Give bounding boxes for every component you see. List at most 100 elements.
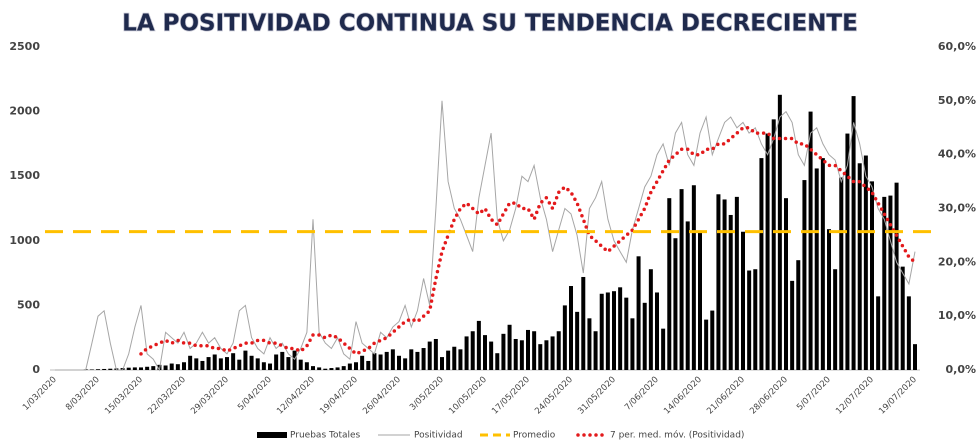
x-tick-label: 21/06/2020 (705, 375, 747, 417)
bar (759, 158, 764, 370)
bar (96, 369, 100, 370)
bar (587, 318, 592, 370)
x-tick-label: 12/04/2020 (275, 375, 317, 417)
bar (495, 353, 500, 370)
bar (599, 293, 604, 370)
bar (722, 199, 727, 370)
legend-label: 7 per. med. móv. (Positividad) (610, 430, 744, 441)
bar (741, 231, 745, 370)
bar (329, 368, 334, 370)
bar (360, 355, 365, 370)
bar (618, 287, 623, 370)
x-tick-label: 12/07/2020 (834, 375, 876, 417)
bar (237, 359, 242, 370)
y2-tick-label: 0,0% (945, 363, 976, 376)
bar (89, 369, 94, 370)
bar (667, 198, 672, 370)
bar (483, 335, 487, 370)
bar (440, 357, 444, 370)
bar (747, 270, 752, 370)
bar (200, 360, 205, 370)
y-tick-label: 1000 (9, 234, 40, 247)
bar (384, 351, 389, 370)
x-tick-label: 31/05/2020 (576, 375, 618, 417)
bar (304, 362, 309, 370)
bar (857, 163, 862, 370)
bar (218, 358, 223, 370)
bar (341, 366, 346, 370)
bar (556, 331, 561, 370)
bar (796, 260, 801, 370)
bar (624, 297, 629, 370)
bar (655, 292, 659, 370)
bar (710, 310, 715, 370)
bar (661, 328, 666, 370)
legend-swatch (257, 432, 287, 438)
bar (372, 353, 377, 370)
bar (102, 368, 107, 370)
bar (433, 338, 438, 370)
bar (575, 311, 580, 370)
bar (194, 358, 199, 370)
bar (163, 365, 168, 370)
bar (673, 238, 678, 370)
x-tick-label: 29/03/2020 (189, 375, 231, 417)
bar (900, 266, 905, 370)
chart-title: LA POSITIVIDAD CONTINUA SU TENDENCIA DEC… (122, 11, 858, 37)
bar (648, 269, 653, 370)
bar (298, 359, 303, 370)
bar (562, 305, 567, 370)
bar (261, 362, 266, 370)
bar (206, 357, 211, 370)
bar (636, 256, 641, 370)
bar (390, 349, 395, 370)
x-tick-label: 3/05/2020 (408, 375, 446, 413)
bar (876, 296, 881, 370)
x-tick-label: 1/03/2020 (21, 375, 59, 413)
bar (569, 286, 573, 370)
bar (212, 354, 217, 370)
bar (808, 111, 813, 370)
bar (476, 320, 481, 370)
bar (507, 324, 512, 370)
bar (489, 341, 494, 370)
legend-label: Pruebas Totales (290, 431, 361, 441)
bar (286, 357, 291, 370)
x-tick-label: 19/04/2020 (318, 375, 360, 417)
bar (255, 358, 260, 370)
x-tick-label: 24/05/2020 (533, 375, 575, 417)
bar (784, 198, 788, 370)
y-tick-label: 1500 (9, 169, 40, 182)
bar (446, 350, 451, 370)
bar (415, 351, 420, 370)
bar (354, 362, 358, 370)
bar (820, 158, 825, 370)
bar (790, 280, 795, 370)
y2-tick-label: 10,0% (938, 309, 976, 322)
bar (839, 177, 844, 370)
x-tick-label: 26/04/2020 (361, 375, 403, 417)
y-tick-label: 2500 (9, 40, 40, 53)
bar (550, 336, 555, 370)
legend-label: Positividad (414, 431, 463, 441)
bar (605, 292, 610, 370)
bar (802, 180, 807, 370)
bar (347, 363, 352, 370)
bar (452, 346, 457, 370)
bar (771, 119, 776, 371)
bar (581, 276, 586, 370)
y-tick-label: 0 (32, 363, 40, 376)
legend-label: Promedio (513, 431, 556, 441)
bar (403, 358, 408, 370)
bar (231, 353, 236, 370)
bar (728, 214, 733, 370)
bar (145, 366, 150, 370)
bar (225, 357, 229, 370)
x-tick-label: 10/05/2020 (447, 375, 489, 417)
bar (685, 221, 690, 370)
bar (249, 355, 254, 370)
bar (630, 318, 635, 370)
bar (188, 355, 193, 370)
bar (169, 363, 174, 370)
